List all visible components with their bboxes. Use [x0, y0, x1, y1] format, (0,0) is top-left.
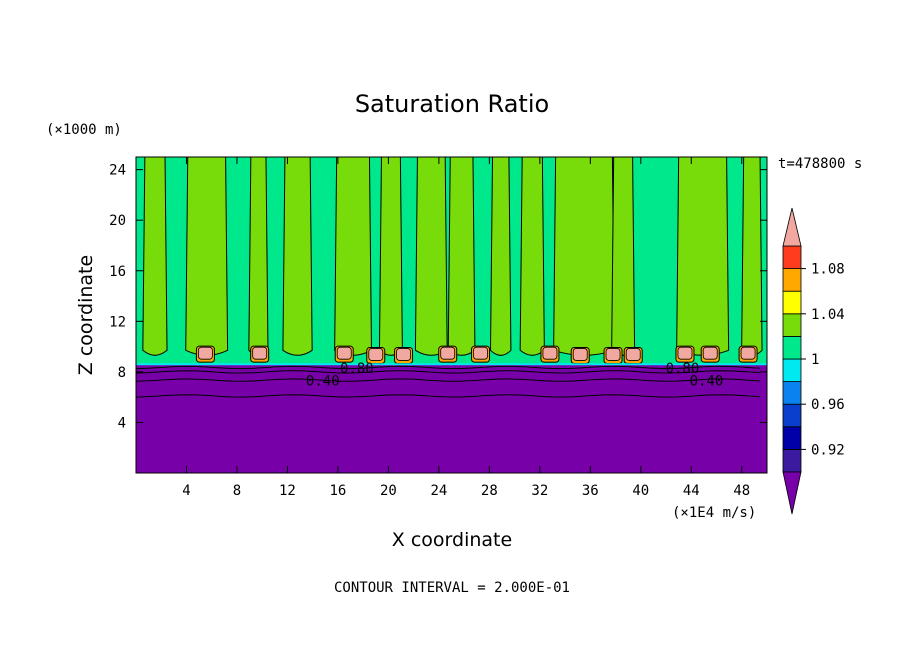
contour-label: 0.40: [690, 374, 724, 390]
x-unit-label: (×1E4 m/s): [672, 505, 756, 521]
moist-plume: [490, 157, 512, 356]
colorbar-tick-label: 0.92: [811, 442, 845, 458]
colorbar-segment: [782, 335, 802, 360]
time-label: t=478800 s: [778, 156, 862, 172]
colorbar-tick-label: 1.04: [811, 307, 845, 323]
y-tick-label: 16: [109, 264, 126, 280]
y-tick-label: 4: [118, 415, 126, 431]
moist-plume: [334, 157, 372, 356]
moist-plume: [185, 157, 229, 356]
moist-plume: [519, 157, 545, 356]
cloud-cell: [740, 346, 756, 360]
cloud-cell: [473, 346, 488, 360]
contour-line: [136, 365, 761, 370]
x-tick-label: 24: [430, 483, 447, 499]
y-tick-label: 20: [109, 213, 126, 229]
colorbar-segment: [782, 313, 802, 337]
colorbar-segment: [782, 448, 802, 473]
cloud-cell: [336, 346, 352, 360]
dry-layer: [136, 364, 767, 473]
contour-label: 0.80: [340, 361, 374, 377]
x-tick-label: 8: [233, 483, 241, 499]
contour-label: 0.40: [306, 374, 340, 390]
cloud-cell: [572, 348, 588, 361]
cloud-cell: [677, 346, 693, 360]
y-tick-label: 8: [118, 365, 126, 381]
moist-plume: [611, 157, 636, 356]
moist-plume: [248, 157, 269, 356]
x-tick-label: 28: [481, 483, 498, 499]
moist-plume: [676, 157, 730, 356]
contour-line: [136, 378, 761, 382]
moist-plume: [447, 157, 476, 356]
cloud-cell: [198, 346, 213, 360]
colorbar-segment: [782, 403, 802, 428]
moist-plume: [378, 157, 403, 356]
y-tick-label: 12: [109, 314, 126, 330]
plot-frame: [135, 156, 768, 474]
x-tick-label: 12: [279, 483, 296, 499]
colorbar-tick-label: 0.96: [811, 397, 845, 413]
colorbar-segment: [782, 381, 802, 405]
colorbar-tick-label: 1: [811, 352, 819, 368]
colorbar: 0.92 0.96 1 1.04 1.08: [782, 207, 845, 515]
y-unit-label: (×1000 m): [46, 122, 122, 138]
y-axis: 4 8 12 16 20 24: [109, 163, 767, 431]
colorbar-segment: [782, 245, 802, 270]
cloud-cell: [252, 346, 268, 360]
cloud-cell: [625, 348, 641, 361]
x-tick-label: 36: [582, 483, 599, 499]
x-tick-label: 20: [380, 483, 397, 499]
x-axis: 4 8 12 16 20 24 28 32 36 40 44 48: [182, 157, 750, 499]
contour-label: 0.80: [666, 361, 700, 377]
cloud-cell: [396, 348, 411, 361]
y-axis-label: Z coordinate: [75, 255, 97, 375]
colorbar-segment: [782, 290, 802, 315]
x-tick-label: 44: [683, 483, 700, 499]
moist-plume: [414, 157, 448, 356]
x-tick-label: 4: [182, 483, 190, 499]
cloud-cell: [368, 348, 384, 361]
contour-interval-note: CONTOUR INTERVAL = 2.000E-01: [334, 580, 570, 596]
colorbar-segment: [782, 426, 802, 450]
x-tick-label: 48: [733, 483, 750, 499]
colorbar-under-arrow: [782, 471, 802, 515]
contour-line: [136, 370, 761, 374]
colorbar-segment: [782, 358, 802, 383]
colorbar-over-arrow: [782, 207, 802, 247]
moist-plume: [741, 157, 763, 356]
cloud-cell: [605, 348, 621, 361]
moist-plume: [142, 157, 168, 356]
cloud-cell: [542, 346, 558, 360]
x-tick-label: 32: [531, 483, 548, 499]
cloud-cell: [702, 346, 718, 360]
moist-plume: [553, 157, 615, 356]
x-tick-label: 16: [329, 483, 346, 499]
cloud-cell: [440, 346, 456, 360]
moist-plume: [282, 157, 313, 356]
plot-fields: 0.800.400.800.40: [136, 157, 767, 473]
x-axis-label: X coordinate: [392, 529, 512, 551]
colorbar-tick-label: 1.08: [811, 262, 845, 278]
x-tick-label: 40: [632, 483, 649, 499]
colorbar-segment: [782, 268, 802, 292]
y-tick-label: 24: [109, 163, 126, 179]
contour-line: [136, 394, 761, 398]
plot-area: 0.800.400.800.40: [135, 156, 768, 474]
chart-title: Saturation Ratio: [355, 90, 549, 118]
